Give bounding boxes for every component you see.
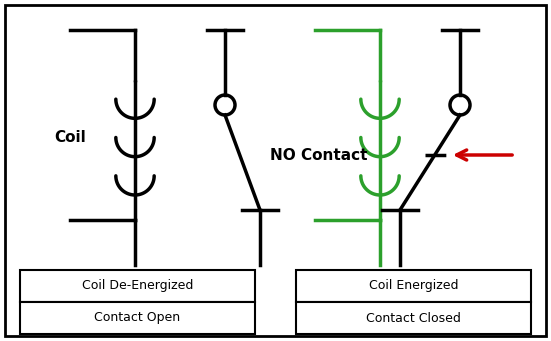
FancyBboxPatch shape <box>296 302 531 334</box>
FancyBboxPatch shape <box>20 270 255 302</box>
Text: Coil Energized: Coil Energized <box>369 280 458 293</box>
FancyBboxPatch shape <box>5 5 546 336</box>
Text: Contact Open: Contact Open <box>94 311 181 325</box>
FancyBboxPatch shape <box>296 270 531 302</box>
FancyBboxPatch shape <box>20 302 255 334</box>
Text: Contact Closed: Contact Closed <box>366 311 461 325</box>
Text: Coil: Coil <box>54 130 86 145</box>
Text: Coil De-Energized: Coil De-Energized <box>82 280 193 293</box>
Text: NO Contact: NO Contact <box>270 148 368 163</box>
